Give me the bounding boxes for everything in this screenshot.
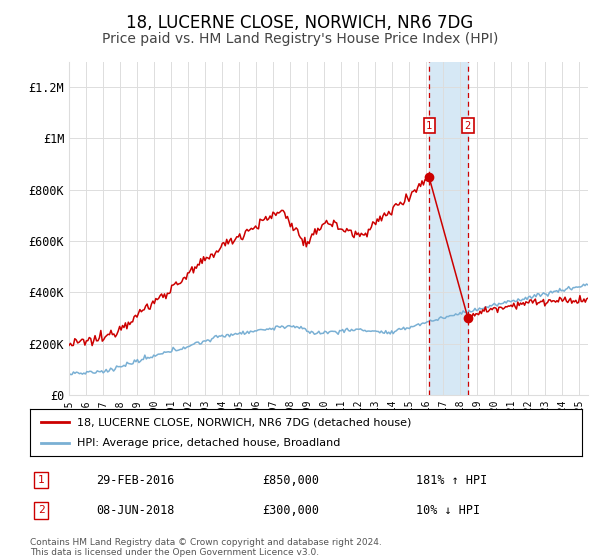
Text: 10% ↓ HPI: 10% ↓ HPI [416,504,481,517]
Text: Contains HM Land Registry data © Crown copyright and database right 2024.
This d: Contains HM Land Registry data © Crown c… [30,538,382,557]
Text: 1: 1 [38,475,44,485]
Text: £850,000: £850,000 [262,474,319,487]
Text: 2: 2 [38,505,44,515]
Text: 181% ↑ HPI: 181% ↑ HPI [416,474,488,487]
Text: HPI: Average price, detached house, Broadland: HPI: Average price, detached house, Broa… [77,438,340,448]
Text: Price paid vs. HM Land Registry's House Price Index (HPI): Price paid vs. HM Land Registry's House … [102,32,498,46]
Text: 29-FEB-2016: 29-FEB-2016 [96,474,175,487]
Text: 1: 1 [426,120,433,130]
Bar [429,62,468,395]
Text: 18, LUCERNE CLOSE, NORWICH, NR6 7DG: 18, LUCERNE CLOSE, NORWICH, NR6 7DG [127,14,473,32]
Text: 18, LUCERNE CLOSE, NORWICH, NR6 7DG (detached house): 18, LUCERNE CLOSE, NORWICH, NR6 7DG (det… [77,417,411,427]
Text: £300,000: £300,000 [262,504,319,517]
Text: 08-JUN-2018: 08-JUN-2018 [96,504,175,517]
Text: 2: 2 [465,120,471,130]
